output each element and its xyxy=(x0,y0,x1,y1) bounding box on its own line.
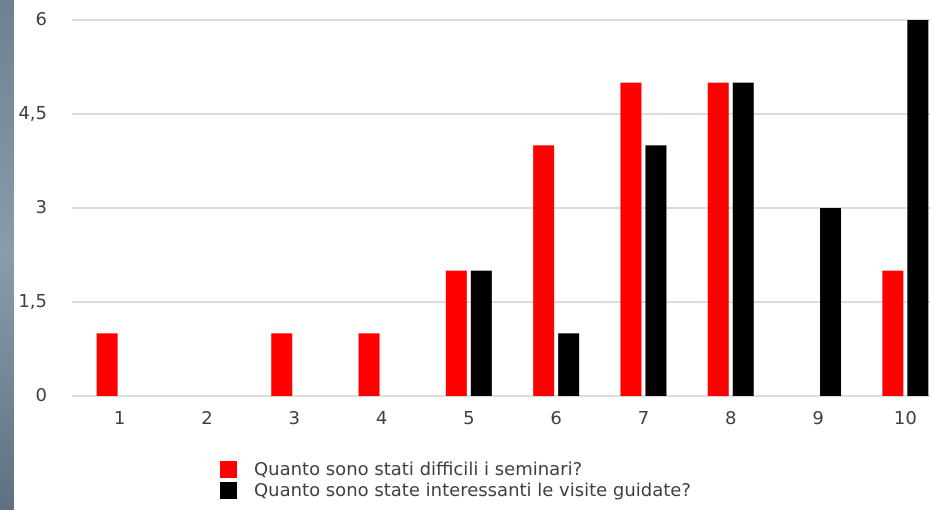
bar xyxy=(558,333,580,396)
bar xyxy=(96,333,118,396)
bar xyxy=(882,270,904,396)
x-tick-label: 8 xyxy=(725,408,736,429)
y-tick-label: 4,5 xyxy=(18,103,47,124)
x-tick-label: 10 xyxy=(894,408,917,429)
background-strip xyxy=(0,0,14,510)
legend-swatch xyxy=(220,461,237,478)
x-tick-label: 1 xyxy=(114,408,125,429)
x-tick-label: 5 xyxy=(463,408,474,429)
x-tick-label: 2 xyxy=(201,408,212,429)
x-tick-label: 7 xyxy=(638,408,649,429)
y-tick-label: 0 xyxy=(36,385,47,406)
x-tick-label: 6 xyxy=(550,408,561,429)
bar xyxy=(907,20,929,396)
legend-label: Quanto sono stati difficili i seminari? xyxy=(254,459,582,480)
bar xyxy=(470,270,492,396)
bar xyxy=(620,82,642,397)
x-tick-label: 9 xyxy=(812,408,823,429)
y-tick-label: 1,5 xyxy=(18,291,47,312)
bar xyxy=(271,333,293,396)
y-tick-label: 3 xyxy=(36,197,47,218)
x-tick-label: 3 xyxy=(289,408,300,429)
bar xyxy=(445,270,467,396)
bar xyxy=(358,333,380,396)
bar xyxy=(707,82,729,397)
bar xyxy=(820,208,842,396)
legend-swatch xyxy=(220,482,237,499)
bar xyxy=(533,145,555,396)
bar xyxy=(732,82,754,397)
x-tick-label: 4 xyxy=(376,408,387,429)
y-tick-label: 6 xyxy=(36,9,47,30)
bar xyxy=(645,145,667,396)
legend-label: Quanto sono state interessanti le visite… xyxy=(254,480,691,501)
